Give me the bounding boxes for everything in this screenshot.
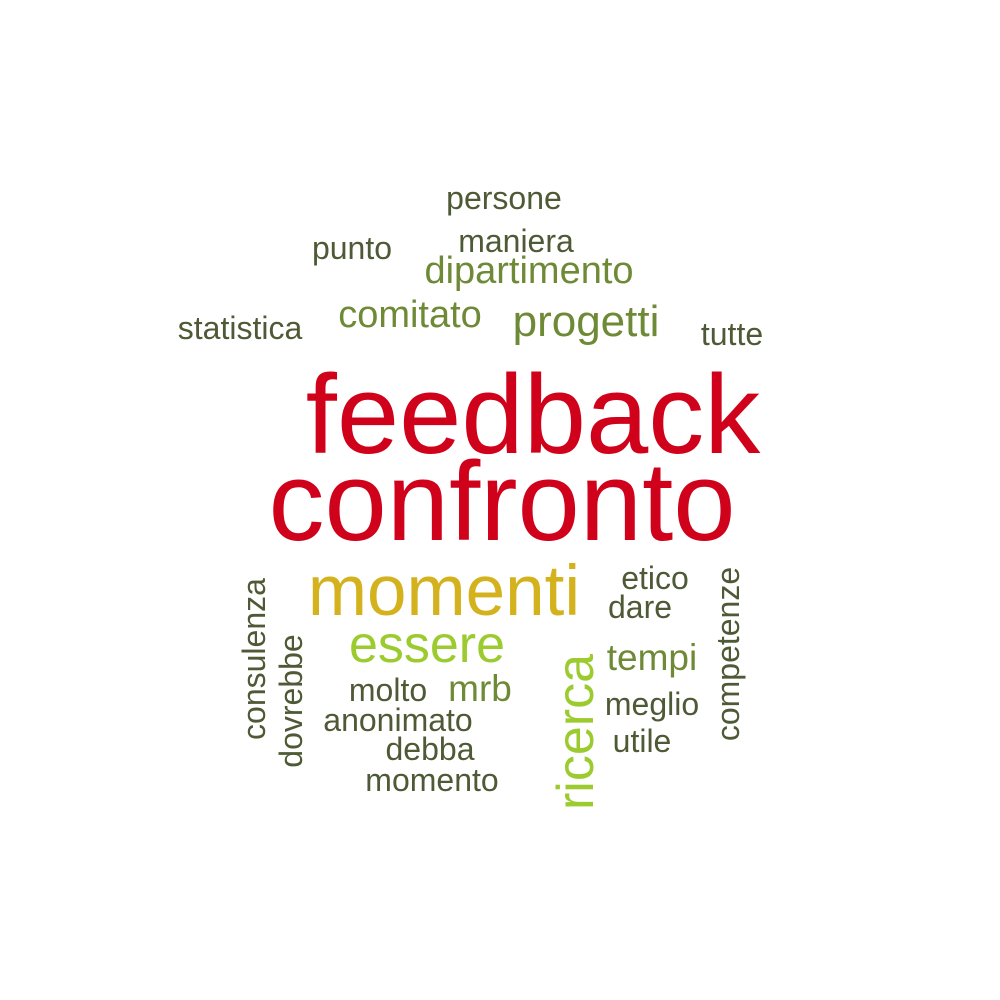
word-statistica: statistica	[178, 310, 303, 346]
word-mrb: mrb	[448, 668, 512, 709]
word-dipartimento: dipartimento	[424, 250, 633, 292]
word-comitato: comitato	[338, 294, 482, 336]
word-feedback: feedback	[306, 352, 762, 477]
word-tempi: tempi	[607, 637, 697, 678]
word-molto: molto	[349, 672, 427, 708]
word-dovrebbe: dovrebbe	[273, 634, 309, 767]
word-momento: momento	[365, 762, 498, 798]
word-punto: punto	[312, 230, 392, 266]
word-ricerca: ricerca	[547, 654, 605, 810]
word-competenze: competenze	[710, 567, 746, 741]
word-meglio: meglio	[605, 686, 699, 722]
word-confronto: confronto	[269, 439, 736, 564]
word-momenti: momenti	[308, 552, 580, 631]
word-etico: etico	[621, 560, 689, 596]
word-consulenza: consulenza	[236, 578, 272, 740]
word-utile: utile	[613, 723, 672, 759]
word-dare: dare	[608, 589, 672, 625]
word-persone: persone	[446, 180, 562, 216]
word-anonimato: anonimato	[323, 702, 472, 738]
word-progetti: progetti	[513, 297, 660, 346]
word-essere: essere	[349, 616, 505, 674]
word-debba: debba	[386, 731, 475, 767]
word-tutte: tutte	[701, 316, 763, 352]
word-maniera: maniera	[458, 223, 574, 259]
